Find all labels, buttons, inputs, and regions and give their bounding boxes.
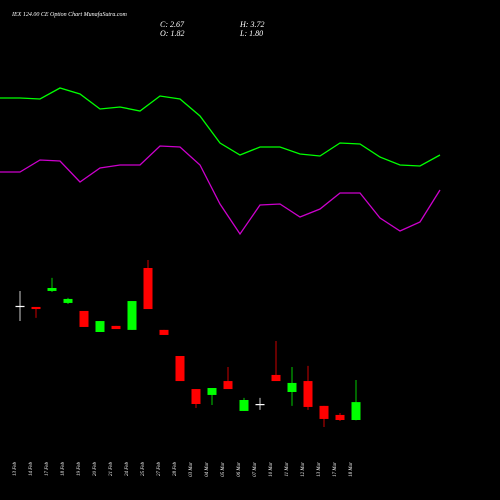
candle-body	[31, 306, 41, 310]
candle-body	[287, 382, 297, 392]
x-tick-label: 17 Feb	[45, 462, 50, 477]
candle-body	[15, 305, 25, 308]
x-tick-label: 03 Mar	[189, 462, 194, 477]
chart-title: IEX 124.00 CE Option Chart MunafaSutra.c…	[11, 11, 127, 18]
x-tick-label: 28 Feb	[173, 462, 178, 477]
candle-body	[335, 414, 345, 420]
candle-body	[255, 404, 265, 406]
x-tick-label: 14 Feb	[29, 462, 34, 477]
candle-body	[319, 405, 329, 419]
x-tick-label: 06 Mar	[237, 462, 242, 477]
x-tick-label: 18 Mar	[349, 462, 354, 477]
x-tick-label: 13 Feb	[13, 462, 18, 477]
x-tick-label: 21 Feb	[109, 462, 114, 477]
candle-body	[143, 268, 153, 310]
x-tick-label: 17 Mar	[333, 462, 338, 477]
candle-body	[47, 288, 57, 291]
candle-body	[175, 356, 185, 382]
candle-body	[351, 402, 361, 420]
x-tick-label: 12 Mar	[301, 462, 306, 477]
candle-body	[271, 374, 281, 382]
x-tick-label: 07 Mar	[253, 462, 258, 477]
candle-body	[95, 321, 105, 332]
line-series	[0, 87, 441, 167]
candle-body	[111, 325, 121, 330]
candle-body	[191, 389, 201, 404]
x-tick-label: 11 Mar	[285, 462, 290, 477]
candle-body	[223, 381, 233, 390]
x-tick-label: 27 Feb	[157, 462, 162, 477]
candle-body	[63, 298, 73, 303]
x-tick-label: 13 Mar	[317, 462, 322, 477]
candle-body	[207, 388, 217, 395]
candle-body	[303, 381, 313, 407]
open-label: O: 1.82	[160, 29, 184, 38]
low-label: L: 1.80	[239, 29, 263, 38]
x-tick-label: 05 Mar	[221, 462, 226, 477]
x-tick-label: 18 Feb	[61, 462, 66, 477]
candle-body	[79, 310, 89, 327]
close-label: C: 2.67	[160, 20, 185, 29]
candle-body	[127, 301, 137, 330]
candle-body	[159, 329, 169, 335]
high-label: H: 3.72	[239, 20, 264, 29]
x-tick-label: 20 Feb	[93, 462, 98, 477]
x-tick-label: 24 Feb	[125, 462, 130, 477]
x-tick-label: 04 Mar	[205, 462, 210, 477]
x-tick-label: 19 Feb	[77, 462, 82, 477]
line-series	[0, 145, 441, 236]
candle-body	[239, 400, 249, 411]
x-tick-label: 10 Mar	[269, 462, 274, 477]
x-tick-label: 25 Feb	[141, 462, 146, 477]
